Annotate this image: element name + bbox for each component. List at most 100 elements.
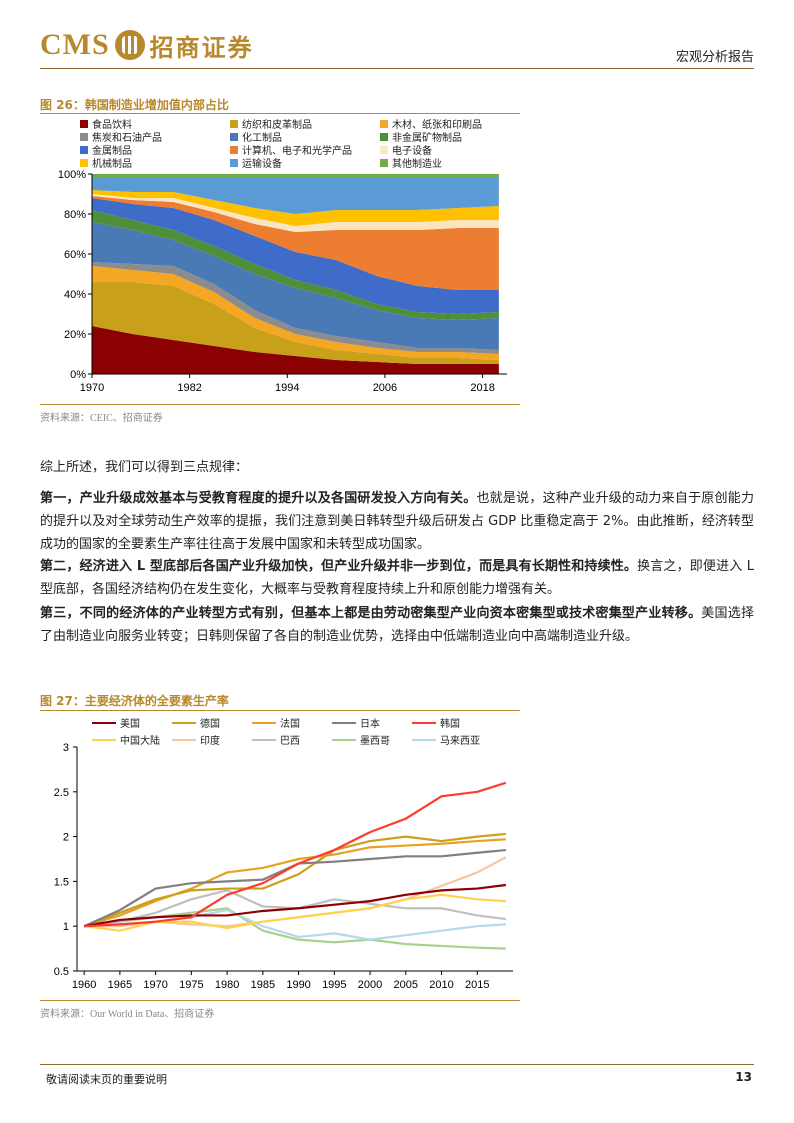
figure26-chart: 0% 20% 40% 60% 80% 100% 1970 1982 1994 2006 2018 xyxy=(58,169,507,394)
legend-swatch xyxy=(380,158,388,167)
legend-item: 金属制品 xyxy=(80,142,132,157)
area-series-7 xyxy=(92,198,499,314)
paragraph-3: 第三，不同的经济体的产业转型方式有别，但基本上都是由劳动密集型产业向资本密集型或… xyxy=(40,602,754,648)
legend-item: 印度 xyxy=(172,732,220,747)
legend-item: 中国大陆 xyxy=(92,732,160,747)
legend-item: 其他制造业 xyxy=(380,155,442,170)
paragraph-1: 第一，产业升级成效基本与受教育程度的提升以及各国研发投入方向有关。也就是说，这种… xyxy=(40,487,754,556)
x-tick-label: 1960 xyxy=(72,979,96,990)
line-series-6 xyxy=(84,893,506,932)
x-tick-label: 1970 xyxy=(143,979,167,990)
legend-line xyxy=(92,721,116,724)
y-tick-label: 60% xyxy=(64,249,86,261)
legend-swatch xyxy=(80,119,88,128)
area-series-6 xyxy=(92,210,499,320)
legend-line xyxy=(92,738,116,741)
figure26-source: 资料来源：CEIC、招商证券 xyxy=(40,413,163,424)
y-tick-label: 2.5 xyxy=(54,787,69,799)
legend-line xyxy=(412,738,436,741)
footer-disclaimer: 敬请阅读末页的重要说明 xyxy=(46,1073,167,1086)
legend-item: 机械制品 xyxy=(80,155,132,170)
x-tick-label: 2005 xyxy=(394,979,418,990)
legend-item: 美国 xyxy=(92,715,140,730)
figure26-legend: 食品饮料 纺织和皮革制品 木材、纸张和印刷品 焦炭和石油产品 化工制品 非金属矿物制品 金属… xyxy=(80,116,520,170)
x-tick-label: 1994 xyxy=(275,382,299,394)
legend-label: 巴西 xyxy=(280,736,300,747)
logo-badge-icon xyxy=(114,30,145,60)
logo-latin: CMS xyxy=(40,28,110,61)
legend-swatch xyxy=(80,132,88,141)
legend-line xyxy=(252,721,276,724)
y-tick-label: 2 xyxy=(63,832,69,844)
legend-label: 计算机、电子和光学产品 xyxy=(242,146,352,157)
x-tick-label: 1990 xyxy=(286,979,310,990)
legend-label: 中国大陆 xyxy=(120,736,160,747)
line-series-5 xyxy=(84,781,507,928)
legend-label: 焦炭和石油产品 xyxy=(92,133,162,144)
x-tick-label: 2006 xyxy=(373,382,397,394)
figure27-chart: 0.5 1 1.5 2 2.5 3 1960 1965 1970 1975 1980 1985 1990… xyxy=(54,742,513,990)
paragraph-1-lead: 第一，产业升级成效基本与受教育程度的提升以及各国研发投入方向有关。 xyxy=(40,491,477,506)
legend-line xyxy=(172,721,196,724)
legend-label: 马来西亚 xyxy=(440,736,480,747)
legend-item: 韩国 xyxy=(412,715,460,730)
legend-label: 德国 xyxy=(200,719,220,730)
header-divider xyxy=(40,68,754,69)
legend-swatch xyxy=(380,132,388,141)
figure27-source: 资料来源：Our World in Data、招商证券 xyxy=(40,1009,215,1020)
y-tick-label: 0% xyxy=(70,369,86,381)
legend-item: 墨西哥 xyxy=(332,732,390,747)
legend-swatch xyxy=(230,145,238,154)
footer-divider xyxy=(40,1064,754,1065)
area-series-8 xyxy=(92,196,499,290)
legend-item: 电子设备 xyxy=(380,142,432,157)
legend-swatch xyxy=(80,145,88,154)
page-number: 13 xyxy=(735,1070,752,1084)
legend-swatch xyxy=(380,119,388,128)
legend-item: 运输设备 xyxy=(230,155,282,170)
x-tick-label: 2018 xyxy=(470,382,494,394)
paragraph-2-text: 换言之，即便进入 L 型底部，各国经济结构仍在发生变化，大概率与受教育程度持续上… xyxy=(40,559,754,597)
legend-item: 巴西 xyxy=(252,732,300,747)
paragraph-3-lead: 第三，不同的经济体的产业转型方式有别，但基本上都是由劳动密集型产业向资本密集型或… xyxy=(40,606,702,621)
paragraph-2: 第二，经济进入 L 型底部后各国产业升级加快，但产业升级并非一步到位，而是具有长… xyxy=(40,555,754,601)
legend-label: 非金属矿物制品 xyxy=(392,133,462,144)
figure26-bottom-rule xyxy=(40,404,520,405)
y-tick-label: 20% xyxy=(64,329,86,341)
y-tick-label: 80% xyxy=(64,209,86,221)
figure26-top-rule xyxy=(40,113,520,114)
legend-label: 其他制造业 xyxy=(392,159,442,170)
x-tick-label: 2010 xyxy=(429,979,453,990)
legend-label: 木材、纸张和印刷品 xyxy=(392,120,482,131)
area-series-5 xyxy=(92,222,499,350)
figure26-title: 图 26：韩国制造业增加值内部占比 xyxy=(40,98,229,112)
legend-line xyxy=(412,721,436,724)
legend-label: 美国 xyxy=(120,719,140,730)
legend-swatch xyxy=(230,158,238,167)
legend-swatch xyxy=(230,132,238,141)
figure27-legend: 美国 德国 法国 日本 韩国 中国大陆 印度 巴西 墨西哥 马来西亚 xyxy=(92,715,520,751)
legend-line xyxy=(252,738,276,741)
y-tick-label: 0.5 xyxy=(54,966,69,978)
x-tick-label: 1970 xyxy=(80,382,104,394)
legend-swatch xyxy=(380,145,388,154)
x-tick-label: 1975 xyxy=(179,979,203,990)
x-tick-label: 1982 xyxy=(177,382,201,394)
legend-line xyxy=(172,738,196,741)
x-tick-label: 1980 xyxy=(215,979,239,990)
legend-label: 机械制品 xyxy=(92,159,132,170)
area-series-2 xyxy=(92,282,499,364)
area-series-12 xyxy=(92,174,499,178)
y-tick-label: 100% xyxy=(58,169,86,181)
legend-label: 墨西哥 xyxy=(360,736,390,747)
legend-item: 非金属矿物制品 xyxy=(380,129,462,144)
legend-item: 计算机、电子和光学产品 xyxy=(230,142,352,157)
legend-label: 电子设备 xyxy=(392,146,432,157)
area-series-3 xyxy=(92,266,499,360)
legend-item: 化工制品 xyxy=(230,129,282,144)
y-tick-label: 40% xyxy=(64,289,86,301)
line-series-2 xyxy=(83,832,506,928)
legend-item: 法国 xyxy=(252,715,300,730)
legend-item: 纺织和皮革制品 xyxy=(230,116,312,131)
legend-swatch xyxy=(230,119,238,128)
